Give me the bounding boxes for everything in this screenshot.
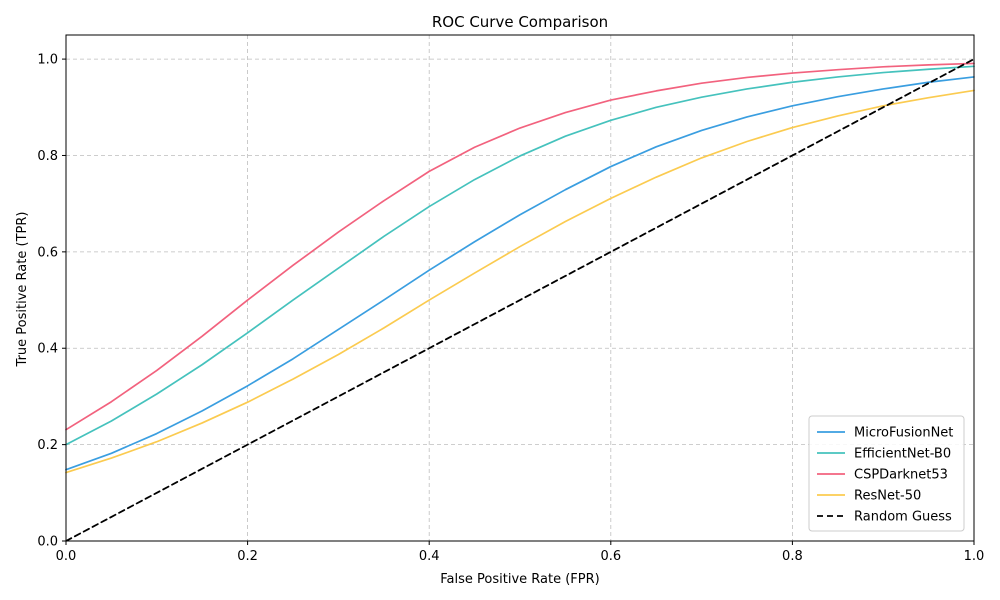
- series-lines: [65, 58, 975, 542]
- axis-ticks: 0.0 0.2 0.4 0.6 0.8 1.0 0.0 0.2 0.4 0.6 0.8 1.0: [37, 53, 984, 564]
- legend: MicroFusionNet EfficientNet-B0 CSPDarknet5…: [808, 415, 965, 532]
- y-tick-label: 0.6: [37, 245, 58, 260]
- x-axis-label: False Positive Rate (FPR): [440, 572, 599, 587]
- legend-label: EfficientNet-B0: [854, 447, 951, 462]
- x-tick-label: 1.0: [964, 549, 985, 564]
- plot-frame: [65, 34, 975, 542]
- series-line-random-guess: [65, 58, 975, 542]
- y-tick-label: 0.8: [37, 149, 58, 164]
- x-tick-label: 0.8: [782, 549, 803, 564]
- legend-label: Random Guess: [854, 510, 952, 525]
- series-line-resnet-50: [65, 89, 975, 474]
- x-tick-label: 0.0: [56, 549, 77, 564]
- x-tick-label: 0.6: [600, 549, 621, 564]
- x-tick-label: 0.2: [237, 549, 258, 564]
- series-line-microfusionnet: [65, 76, 975, 471]
- series-line-efficientnet-b0: [65, 65, 975, 446]
- legend-label: CSPDarknet53: [854, 468, 948, 483]
- x-tick-label: 0.4: [419, 549, 440, 564]
- legend-label: MicroFusionNet: [854, 426, 953, 441]
- y-tick-label: 0.4: [37, 342, 58, 357]
- y-tick-label: 0.2: [37, 438, 58, 453]
- y-axis-label: True Positive Rate (TPR): [15, 212, 30, 368]
- series-line-cspdarknet53: [65, 62, 975, 431]
- y-tick-label: 1.0: [37, 53, 58, 68]
- legend-box: [808, 415, 965, 532]
- y-tick-label: 0.0: [37, 535, 58, 550]
- chart-title: ROC Curve Comparison: [432, 13, 608, 31]
- legend-label: ResNet-50: [854, 489, 921, 504]
